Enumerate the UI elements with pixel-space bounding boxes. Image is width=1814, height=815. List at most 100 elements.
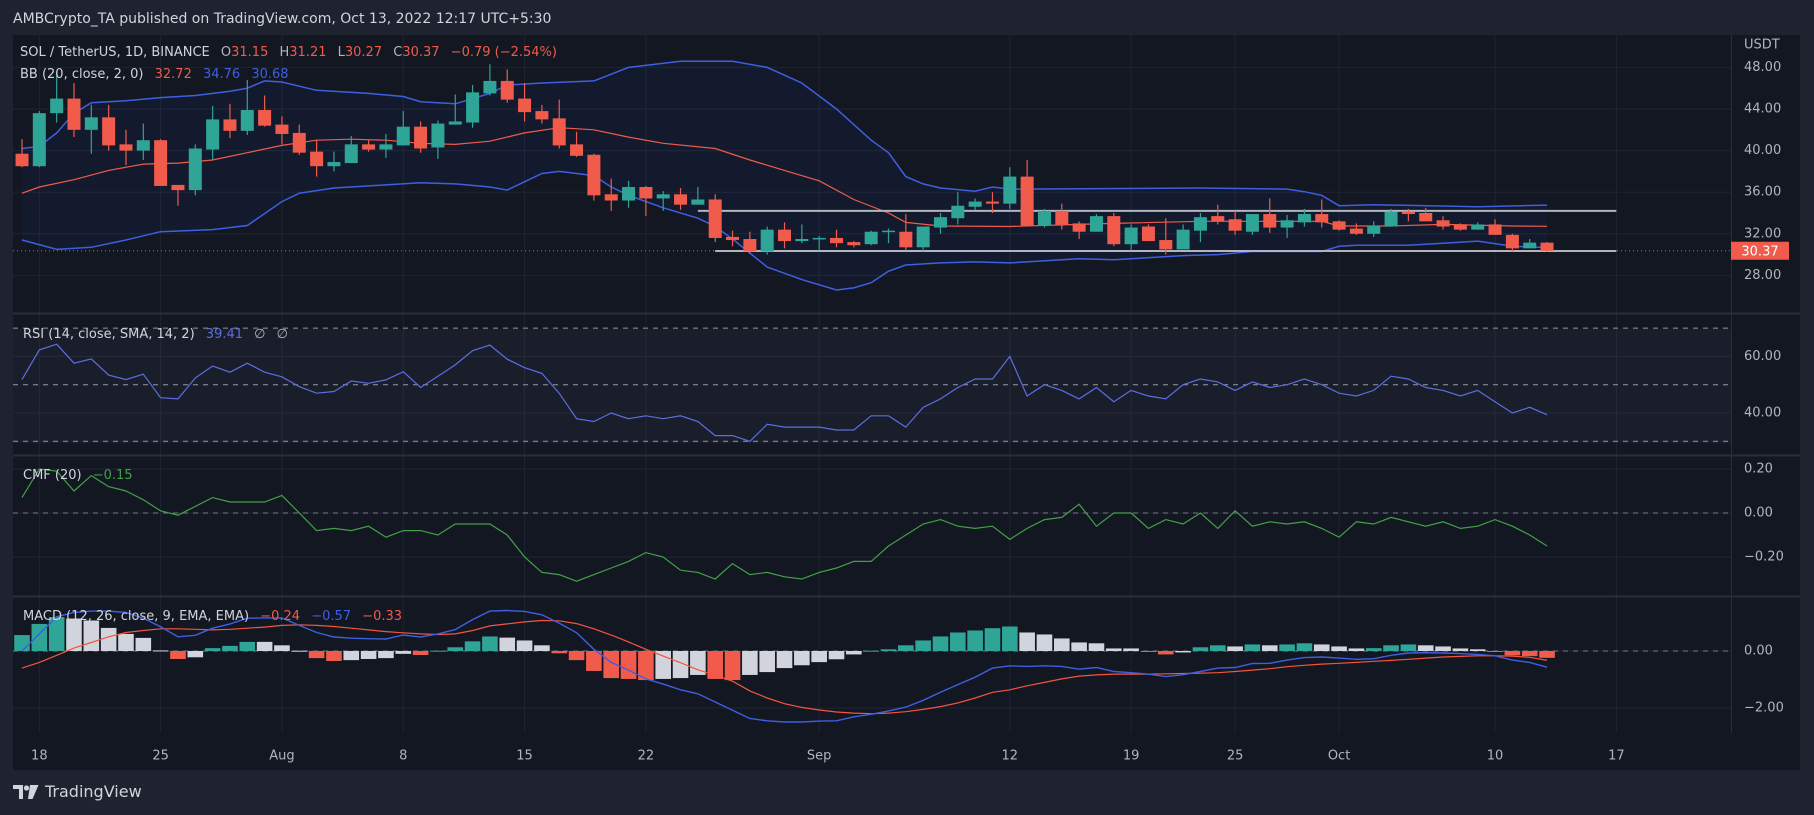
candle[interactable] <box>968 198 982 210</box>
symbol-title[interactable]: SOL / TetherUS, 1D, BINANCE <box>20 45 210 60</box>
bb-label[interactable]: BB (20, close, 2, 0) <box>20 67 144 82</box>
candle[interactable] <box>292 124 306 155</box>
candle[interactable] <box>916 226 930 252</box>
candle[interactable] <box>708 194 722 243</box>
candle[interactable] <box>951 192 965 225</box>
rsi-legend[interactable]: RSI (14, close, SMA, 14, 2) 39.41 ∅ ∅ <box>23 327 295 342</box>
candle[interactable] <box>448 94 462 125</box>
candle[interactable] <box>171 184 185 206</box>
candle[interactable] <box>223 103 237 139</box>
candle[interactable] <box>639 185 653 217</box>
candle[interactable] <box>899 214 913 251</box>
candle[interactable] <box>154 139 168 186</box>
candle[interactable] <box>310 140 324 177</box>
candle[interactable] <box>1505 233 1519 252</box>
symbol-legend[interactable]: SOL / TetherUS, 1D, BINANCE O31.15 H31.2… <box>20 45 564 60</box>
candle[interactable] <box>1055 203 1069 230</box>
candle[interactable] <box>84 104 98 154</box>
candle[interactable] <box>1141 224 1155 242</box>
candle[interactable] <box>1367 221 1381 237</box>
candle[interactable] <box>1280 215 1294 238</box>
candle[interactable] <box>344 136 358 164</box>
rsi-label[interactable]: RSI (14, close, SMA, 14, 2) <box>23 327 195 342</box>
candle[interactable] <box>1419 207 1433 222</box>
candle[interactable] <box>1089 214 1103 232</box>
candle[interactable] <box>206 105 220 160</box>
candle[interactable] <box>535 104 549 124</box>
candle[interactable] <box>1471 222 1485 230</box>
candle[interactable] <box>483 64 497 96</box>
cmf-legend[interactable]: CMF (20) −0.15 <box>23 468 140 483</box>
candle[interactable] <box>847 241 861 248</box>
candle[interactable] <box>1193 213 1207 243</box>
candle[interactable] <box>500 69 514 103</box>
candle[interactable] <box>1263 198 1277 233</box>
candle[interactable] <box>656 191 670 211</box>
candle[interactable] <box>1107 213 1121 247</box>
candle[interactable] <box>1245 214 1259 235</box>
candle[interactable] <box>1020 159 1034 227</box>
candle[interactable] <box>15 139 29 168</box>
candle[interactable] <box>1523 239 1537 249</box>
tradingview-logo[interactable]: TradingView <box>13 782 142 801</box>
candle[interactable] <box>587 153 601 201</box>
candle[interactable] <box>691 187 705 205</box>
candle[interactable] <box>50 72 64 123</box>
pane-separators[interactable] <box>13 35 1800 733</box>
candle[interactable] <box>985 192 999 213</box>
candle[interactable] <box>1297 208 1311 227</box>
candle[interactable] <box>1401 208 1415 222</box>
candle[interactable] <box>882 228 895 244</box>
candle[interactable] <box>830 229 844 248</box>
candle[interactable] <box>379 133 393 158</box>
cmf-pane[interactable] <box>13 468 1731 582</box>
candle[interactable] <box>674 188 688 210</box>
candle[interactable] <box>466 85 480 128</box>
candle[interactable] <box>1540 242 1554 252</box>
candle[interactable] <box>327 151 341 172</box>
candle[interactable] <box>622 180 636 208</box>
rsi-pane[interactable] <box>13 327 1731 442</box>
candle[interactable] <box>414 121 428 153</box>
candle[interactable] <box>1228 210 1242 235</box>
candle[interactable] <box>1488 219 1502 235</box>
candle[interactable] <box>795 224 809 244</box>
candle[interactable] <box>1332 220 1346 231</box>
candle[interactable] <box>1176 224 1190 250</box>
candle[interactable] <box>396 111 410 146</box>
candle[interactable] <box>1436 216 1450 230</box>
candle[interactable] <box>570 131 584 157</box>
candle[interactable] <box>552 99 566 149</box>
candle[interactable] <box>812 235 826 251</box>
bb-legend[interactable]: BB (20, close, 2, 0) 32.72 34.76 30.68 <box>20 67 296 82</box>
candle[interactable] <box>743 231 757 254</box>
candle[interactable] <box>1003 167 1017 209</box>
price-pane[interactable] <box>13 60 1731 291</box>
candle[interactable] <box>240 79 254 135</box>
candle[interactable] <box>1453 223 1467 231</box>
axes[interactable]: USDT 48.00 44.00 40.00 36.00 32.00 28.00 60.00 4… <box>31 38 1789 764</box>
candle[interactable] <box>1384 208 1398 227</box>
candle[interactable] <box>1037 208 1051 228</box>
candle[interactable] <box>1349 223 1363 235</box>
cmf-label[interactable]: CMF (20) <box>23 468 82 483</box>
candle[interactable] <box>67 83 81 138</box>
candle[interactable] <box>275 116 289 145</box>
candle[interactable] <box>431 120 445 159</box>
candle[interactable] <box>864 230 878 246</box>
candle[interactable] <box>136 123 150 160</box>
candle[interactable] <box>518 83 532 122</box>
candle[interactable] <box>778 222 792 249</box>
candle[interactable] <box>726 230 740 247</box>
candle[interactable] <box>102 104 116 151</box>
candle[interactable] <box>1072 221 1086 239</box>
candle[interactable] <box>760 226 774 255</box>
candle[interactable] <box>1211 204 1225 225</box>
candle[interactable] <box>1159 218 1173 255</box>
candle[interactable] <box>933 213 947 234</box>
candle[interactable] <box>1124 224 1138 251</box>
macd-legend[interactable]: MACD (12, 26, close, 9, EMA, EMA) −0.24 … <box>23 609 409 624</box>
candle[interactable] <box>119 129 133 166</box>
candle[interactable] <box>188 144 202 196</box>
